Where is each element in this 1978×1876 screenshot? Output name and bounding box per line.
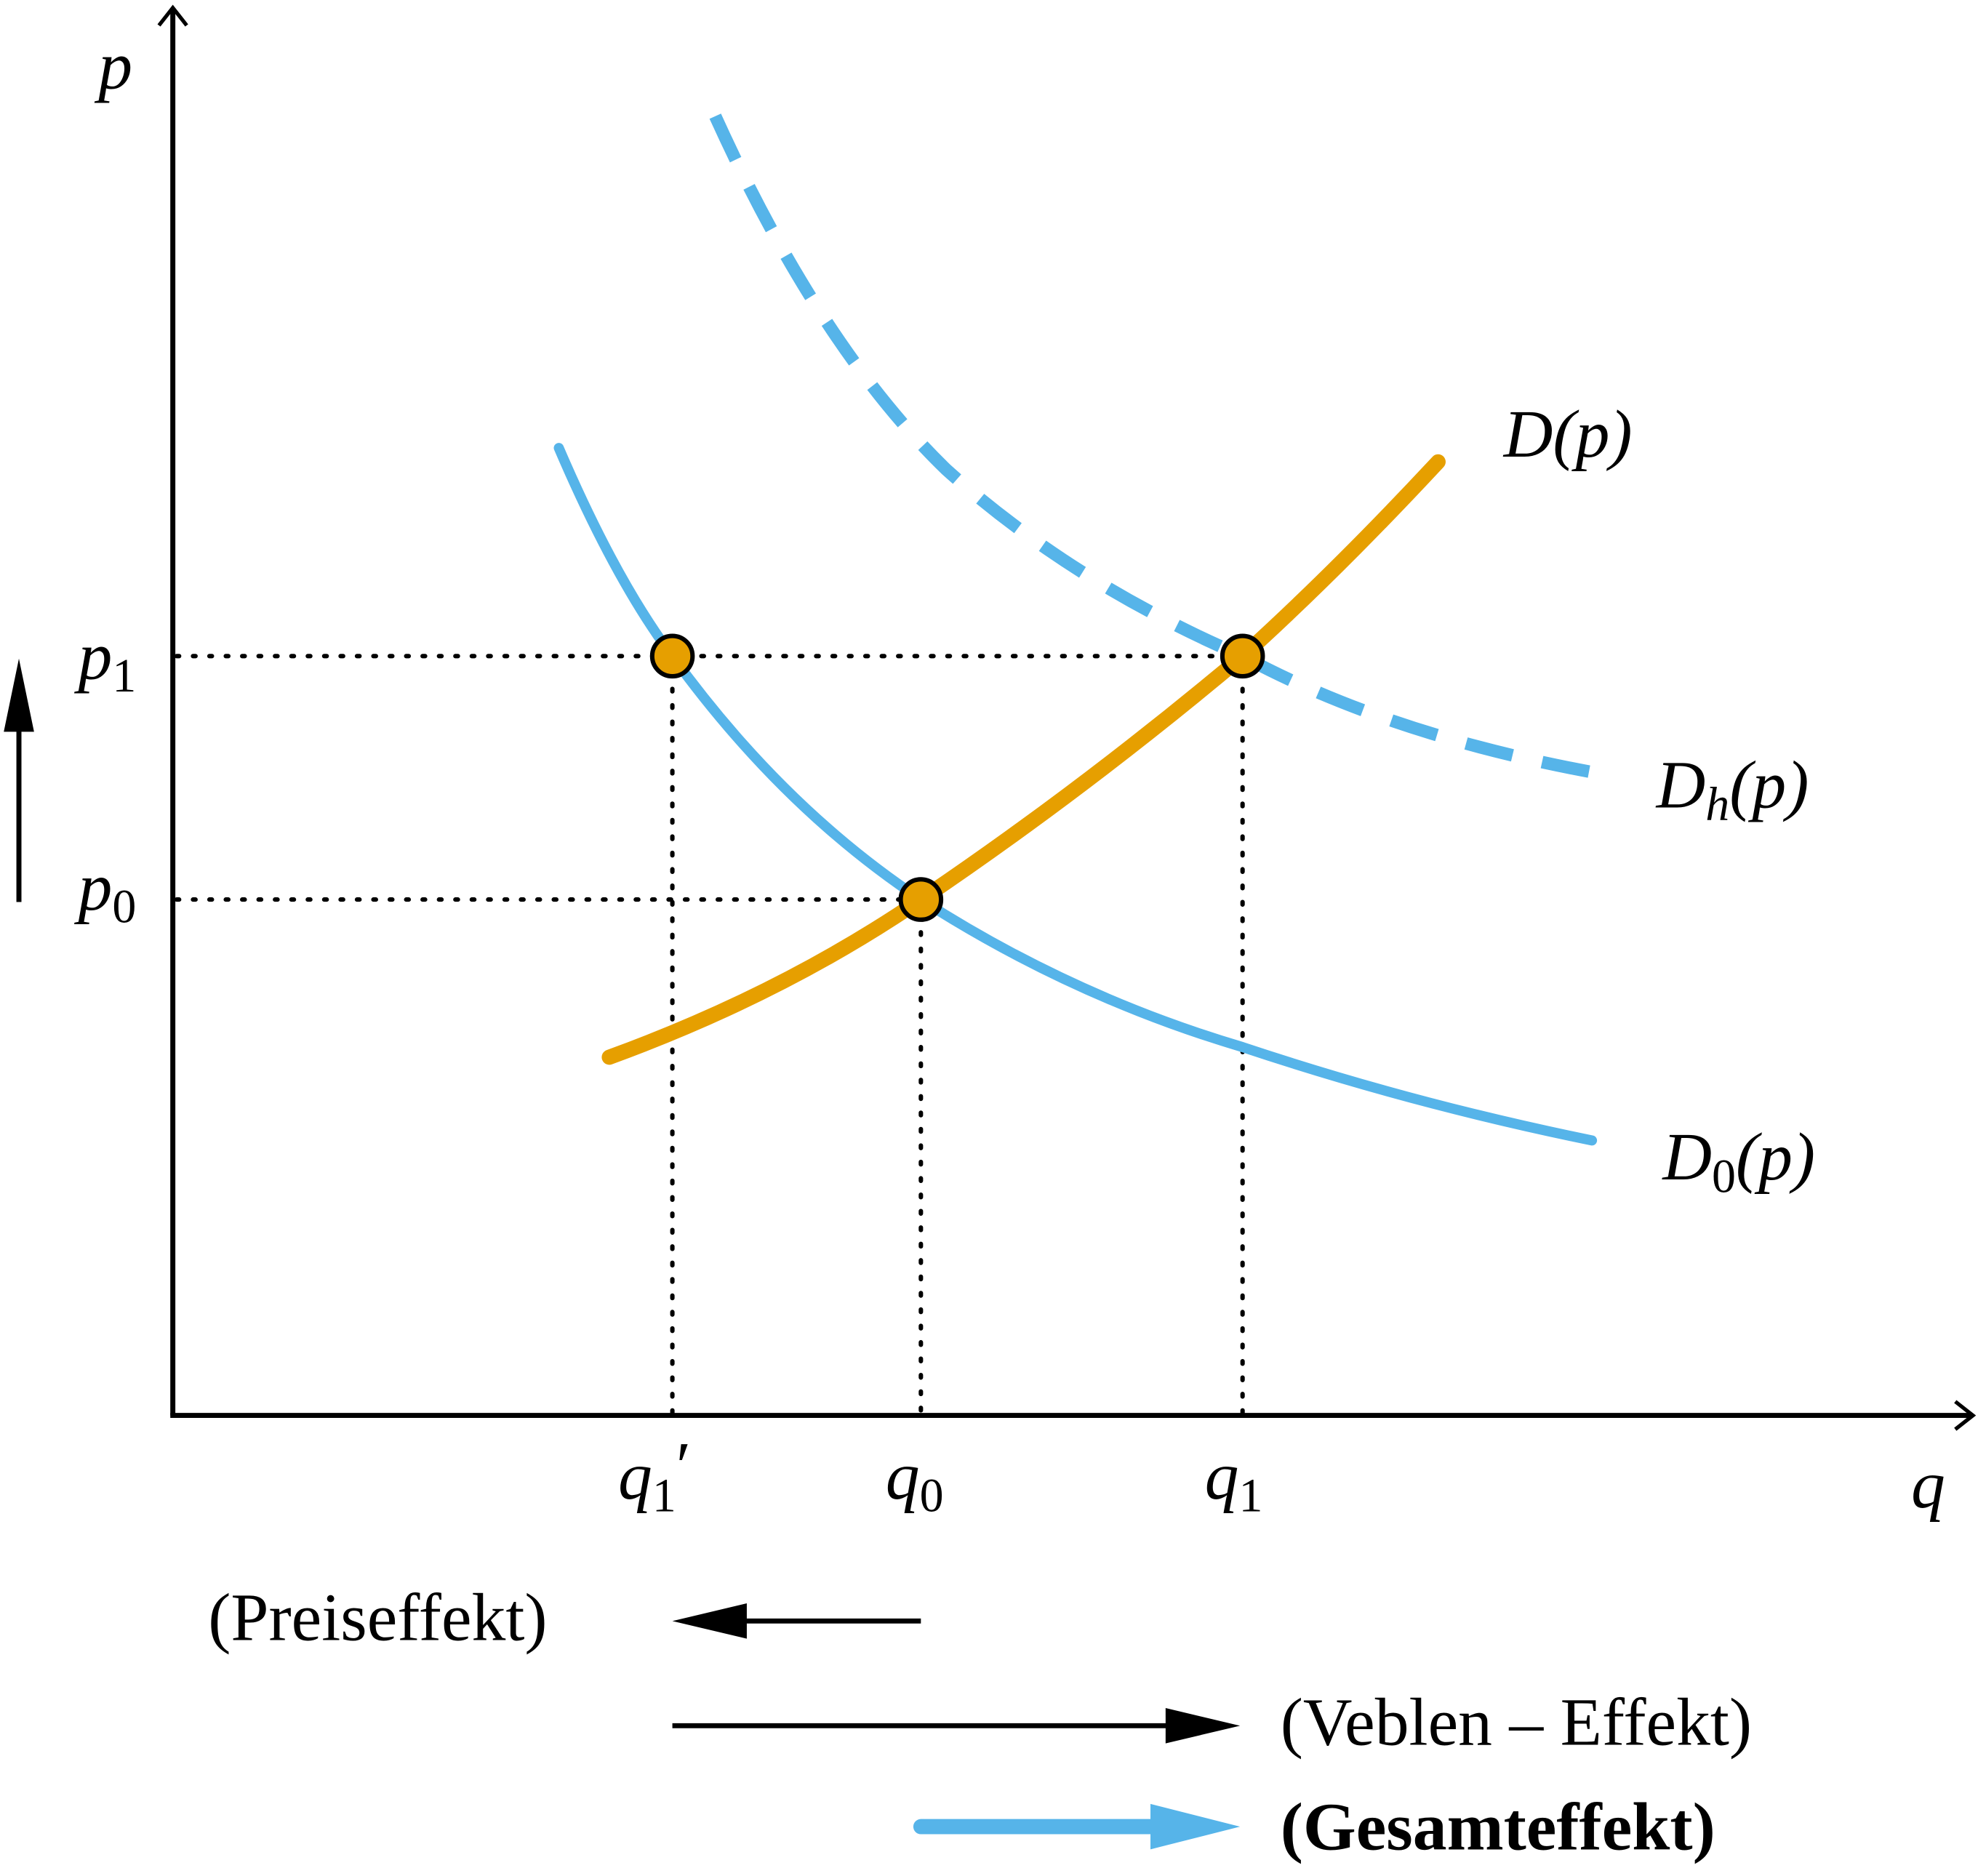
x-axis-arrow bbox=[1954, 1400, 1977, 1431]
curve-label: Dh(p) bbox=[1655, 747, 1809, 830]
curve-arg: (p) bbox=[1729, 747, 1809, 822]
quantity-label: q0 bbox=[886, 1439, 944, 1522]
curve-d0 bbox=[553, 443, 1598, 1146]
curve-d bbox=[601, 454, 1446, 1065]
curve-label: D(p) bbox=[1502, 397, 1633, 472]
point bbox=[898, 877, 944, 922]
curve-arg: (p) bbox=[1736, 1120, 1815, 1195]
subscript: 0 bbox=[112, 880, 136, 933]
curve-name: D bbox=[1655, 747, 1706, 822]
prime: ′ bbox=[676, 1429, 691, 1504]
symbol: q bbox=[1205, 1439, 1239, 1514]
price-label: p0 bbox=[74, 850, 137, 933]
subscript: 0 bbox=[920, 1469, 944, 1522]
curve-arg: (p) bbox=[1553, 397, 1632, 472]
effect-arrowhead bbox=[672, 1603, 747, 1639]
symbol: q bbox=[886, 1439, 920, 1514]
price-arrow-head bbox=[4, 658, 34, 732]
curve-dh bbox=[709, 113, 1593, 779]
quantity-label: q1′ bbox=[618, 1429, 691, 1522]
effect-arrowhead bbox=[1150, 1803, 1241, 1850]
effect-label: (Gesamteffekt) bbox=[1281, 1789, 1715, 1864]
guides bbox=[174, 654, 1245, 1416]
quantity-label: q1 bbox=[1205, 1439, 1263, 1522]
curve-name: D bbox=[1502, 397, 1553, 472]
subscript: h bbox=[1705, 778, 1729, 831]
price-label: p1 bbox=[74, 620, 137, 702]
subscript: 1 bbox=[1238, 1469, 1262, 1522]
effect-label: (Veblen – Effekt) bbox=[1281, 1685, 1752, 1760]
curve-name: D bbox=[1661, 1120, 1712, 1195]
subscript: 1 bbox=[652, 1469, 676, 1522]
x-axis-label: q bbox=[1911, 1448, 1945, 1523]
points bbox=[649, 633, 1265, 922]
subscript: 0 bbox=[1712, 1150, 1736, 1203]
point bbox=[1220, 633, 1265, 679]
point bbox=[649, 633, 695, 679]
y-axis-label: p bbox=[94, 29, 132, 104]
curve-label: D0(p) bbox=[1661, 1120, 1815, 1203]
effect-arrowhead bbox=[1165, 1708, 1241, 1744]
symbol: p bbox=[74, 620, 113, 694]
effect-label: (Preiseffekt) bbox=[208, 1580, 547, 1655]
symbol: p bbox=[74, 850, 113, 925]
subscript: 1 bbox=[112, 649, 136, 702]
y-axis-arrow bbox=[157, 4, 188, 27]
symbol: q bbox=[618, 1439, 652, 1514]
